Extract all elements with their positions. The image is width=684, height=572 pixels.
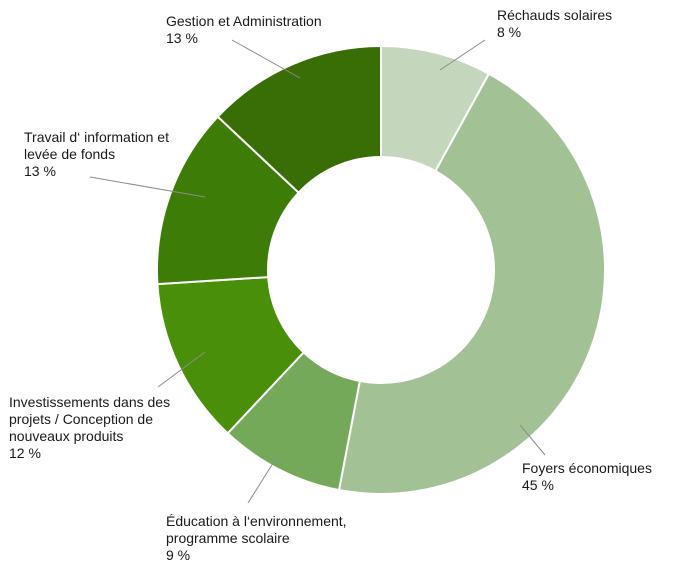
slice-label-3: Investissements dans des projets / Concep… bbox=[9, 394, 170, 462]
slice-value-2: 9 % bbox=[166, 547, 191, 563]
donut-slice-1 bbox=[337, 72, 606, 495]
leader-line-2 bbox=[247, 459, 276, 504]
slice-label-4-line-1: levée de fonds bbox=[24, 146, 116, 162]
leader-line-3 bbox=[157, 351, 206, 388]
leader-line-4 bbox=[89, 176, 206, 198]
slice-label-5: Gestion et Administration 13 % bbox=[166, 13, 322, 47]
slice-value-1: 45 % bbox=[522, 477, 554, 493]
slice-label-2-line-0: Éducation à l‘environnement, bbox=[166, 513, 347, 529]
slice-value-5: 13 % bbox=[166, 30, 198, 46]
slice-value-0: 8 % bbox=[497, 24, 522, 40]
slice-label-3-line-2: nouveaux produits bbox=[9, 428, 124, 444]
slice-value-3: 12 % bbox=[9, 445, 41, 461]
slice-label-0-line-0: Réchauds solaires bbox=[497, 7, 613, 23]
slice-label-3-line-0: Investissements dans des bbox=[9, 394, 171, 410]
slice-label-4-line-0: Travail d‘ information et bbox=[24, 129, 169, 145]
donut-slice-5 bbox=[216, 44, 382, 195]
slice-label-3-line-1: projets / Conception de bbox=[9, 411, 153, 427]
leader-line-0 bbox=[439, 39, 486, 71]
leader-line-5 bbox=[231, 39, 301, 79]
slice-label-1-line-0: Foyers économiques bbox=[522, 460, 652, 476]
slice-label-2-line-1: programme scolaire bbox=[166, 530, 290, 546]
slice-label-4: Travail d‘ information et levée de fonds 1… bbox=[24, 129, 169, 180]
slice-value-4: 13 % bbox=[24, 163, 56, 179]
slice-label-5-line-0: Gestion et Administration bbox=[166, 13, 322, 29]
leader-line-1 bbox=[519, 424, 546, 456]
slice-label-0: Réchauds solaires 8 % bbox=[497, 7, 612, 41]
slice-label-2: Éducation à l‘environnement, programme sc… bbox=[166, 513, 347, 564]
slice-label-1: Foyers économiques 45 % bbox=[522, 460, 652, 494]
